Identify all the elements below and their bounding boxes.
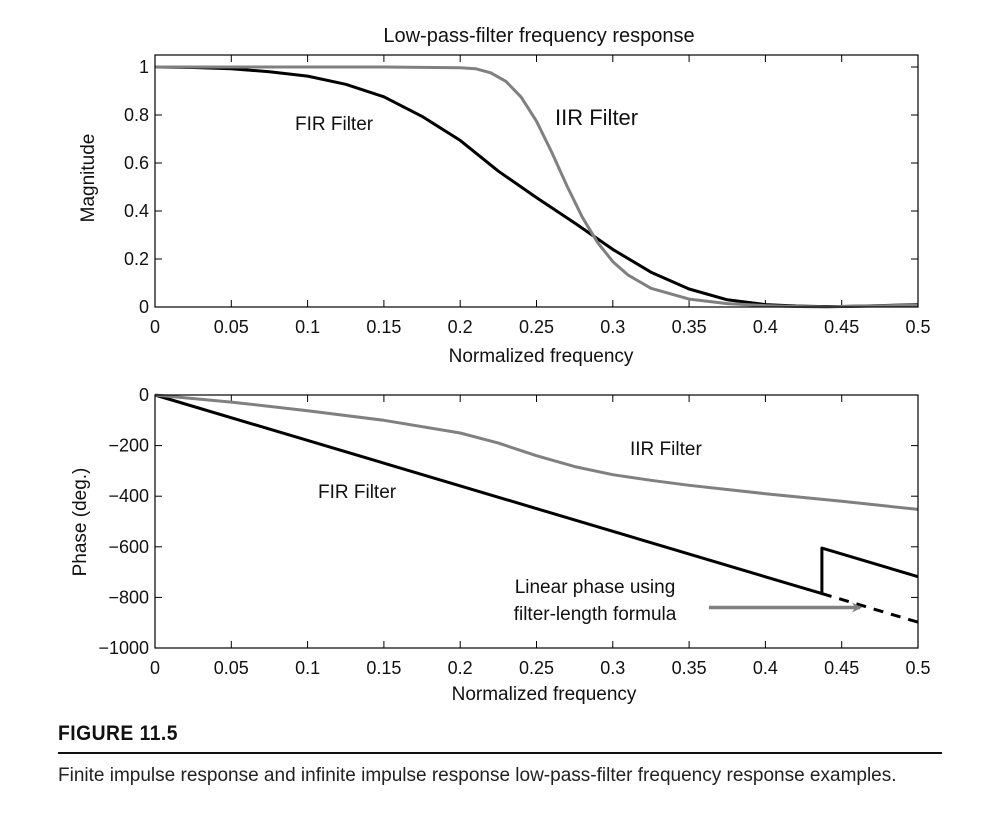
magnitude-x-tick-label: 0.3 (600, 317, 625, 337)
magnitude-series (154, 65, 919, 309)
phase-x-tick-label: 0.25 (519, 658, 554, 678)
magnitude-ticks: 0 0.05 0.1 0.15 0.2 0.25 0.3 0.35 0.4 0.45 0.5 0 0.2… (124, 55, 931, 337)
figure-label: FIGURE 11.5 (58, 722, 178, 745)
magnitude-x-axis-label: Normalized frequency (449, 346, 634, 367)
magnitude-x-tick-label: 0.35 (672, 317, 707, 337)
magnitude-x-tick-label: 0.1 (295, 317, 320, 337)
magnitude-iir-annotation: IIR Filter (555, 105, 638, 130)
magnitude-y-tick-label: 0 (139, 297, 149, 317)
magnitude-y-tick-label: 0.6 (124, 153, 149, 173)
phase-ticks: 0 0.05 0.1 0.15 0.2 0.25 0.3 0.35 0.4 0.45 0.5 −100… (98, 385, 930, 678)
phase-chart: 0 0.05 0.1 0.15 0.2 0.25 0.3 0.35 0.4 0.45 0.5 −100… (70, 385, 931, 705)
phase-y-tick-label: −600 (108, 537, 149, 557)
magnitude-y-tick-label: 0.4 (124, 201, 149, 221)
magnitude-y-axis-label: Magnitude (78, 134, 99, 223)
phase-plot-area (154, 394, 919, 649)
magnitude-chart-title: Low-pass-filter frequency response (383, 25, 694, 47)
phase-linear-annotation-line2: filter-length formula (514, 604, 677, 625)
magnitude-x-tick-label: 0.4 (753, 317, 778, 337)
phase-series-fir-filter (154, 393, 919, 596)
magnitude-y-tick-label: 0.8 (124, 105, 149, 125)
phase-iir-annotation: IIR Filter (630, 439, 702, 460)
phase-y-tick-label: −1000 (98, 638, 149, 658)
magnitude-plot-area (154, 54, 919, 308)
phase-x-tick-label: 0.2 (448, 658, 473, 678)
magnitude-y-tick-label: 0.2 (124, 249, 149, 269)
phase-y-tick-label: −800 (108, 587, 149, 607)
phase-y-tick-label: −400 (108, 486, 149, 506)
magnitude-chart: Low-pass-filter frequency response 0 0.05… (78, 25, 931, 367)
phase-y-tick-label: −200 (108, 436, 149, 456)
phase-x-tick-label: 0.4 (753, 658, 778, 678)
phase-x-tick-label: 0.5 (905, 658, 930, 678)
figure-caption-rule (58, 752, 942, 754)
phase-x-tick-label: 0.05 (214, 658, 249, 678)
magnitude-x-tick-label: 0.15 (366, 317, 401, 337)
magnitude-x-tick-label: 0.45 (824, 317, 859, 337)
phase-x-tick-label: 0.3 (600, 658, 625, 678)
phase-x-tick-label: 0.15 (366, 658, 401, 678)
magnitude-x-tick-label: 0.5 (905, 317, 930, 337)
magnitude-series-fir-filter (154, 65, 919, 308)
phase-x-axis-label: Normalized frequency (452, 684, 637, 705)
magnitude-x-tick-label: 0 (150, 317, 160, 337)
phase-x-tick-label: 0.35 (672, 658, 707, 678)
phase-x-tick-label: 0.1 (295, 658, 320, 678)
phase-x-tick-label: 0 (150, 658, 160, 678)
figure-caption: Finite impulse response and infinite imp… (58, 765, 897, 786)
magnitude-x-tick-label: 0.2 (448, 317, 473, 337)
phase-series (154, 393, 919, 624)
magnitude-series-iir-filter (155, 65, 919, 309)
magnitude-y-tick-label: 1 (139, 57, 149, 77)
magnitude-x-tick-label: 0.05 (214, 317, 249, 337)
magnitude-fir-annotation: FIR Filter (295, 114, 374, 135)
phase-fir-annotation: FIR Filter (318, 482, 397, 503)
phase-linear-annotation-line1: Linear phase using (515, 577, 676, 598)
phase-x-tick-label: 0.45 (824, 658, 859, 678)
phase-y-tick-label: 0 (139, 385, 149, 405)
magnitude-x-tick-label: 0.25 (519, 317, 554, 337)
phase-series-iir-filter (154, 393, 919, 511)
phase-y-axis-label: Phase (deg.) (70, 468, 91, 577)
